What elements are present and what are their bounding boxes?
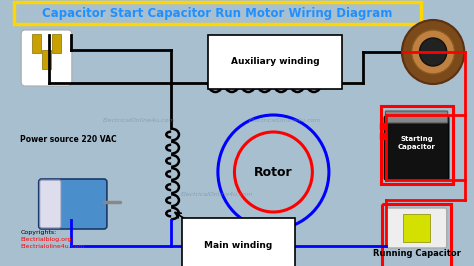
Text: Electrialblog.org: Electrialblog.org <box>20 237 72 242</box>
FancyBboxPatch shape <box>32 34 41 52</box>
Text: Power source 220 VAC: Power source 220 VAC <box>20 135 117 144</box>
Text: Copyrights:: Copyrights: <box>20 230 56 235</box>
FancyBboxPatch shape <box>14 2 421 24</box>
Text: ElectricalOnline4u.com: ElectricalOnline4u.com <box>181 193 253 197</box>
Circle shape <box>402 20 464 84</box>
Circle shape <box>412 30 455 74</box>
Text: ElectricalOnline4u.com: ElectricalOnline4u.com <box>103 118 175 123</box>
FancyBboxPatch shape <box>42 49 51 69</box>
Circle shape <box>217 114 330 230</box>
Text: Starting
Capacitor: Starting Capacitor <box>398 136 436 149</box>
Text: Electrialoline4u.com: Electrialoline4u.com <box>20 244 84 249</box>
FancyBboxPatch shape <box>40 180 61 228</box>
Circle shape <box>419 38 447 66</box>
Text: Main winding: Main winding <box>204 240 273 250</box>
Text: Running Capacitor: Running Capacitor <box>373 250 460 259</box>
FancyBboxPatch shape <box>21 30 72 86</box>
Text: Rotor: Rotor <box>254 165 293 178</box>
FancyBboxPatch shape <box>385 111 448 123</box>
Text: Auxiliary winding: Auxiliary winding <box>231 57 319 66</box>
FancyBboxPatch shape <box>52 34 61 52</box>
FancyBboxPatch shape <box>386 208 447 248</box>
Text: Capacitor Start Capacitor Run Motor Wiring Diagram: Capacitor Start Capacitor Run Motor Wiri… <box>42 6 392 19</box>
FancyBboxPatch shape <box>403 214 430 242</box>
Text: ElectricalOnline4u.com: ElectricalOnline4u.com <box>249 118 321 123</box>
FancyBboxPatch shape <box>39 179 107 229</box>
FancyBboxPatch shape <box>384 116 449 180</box>
